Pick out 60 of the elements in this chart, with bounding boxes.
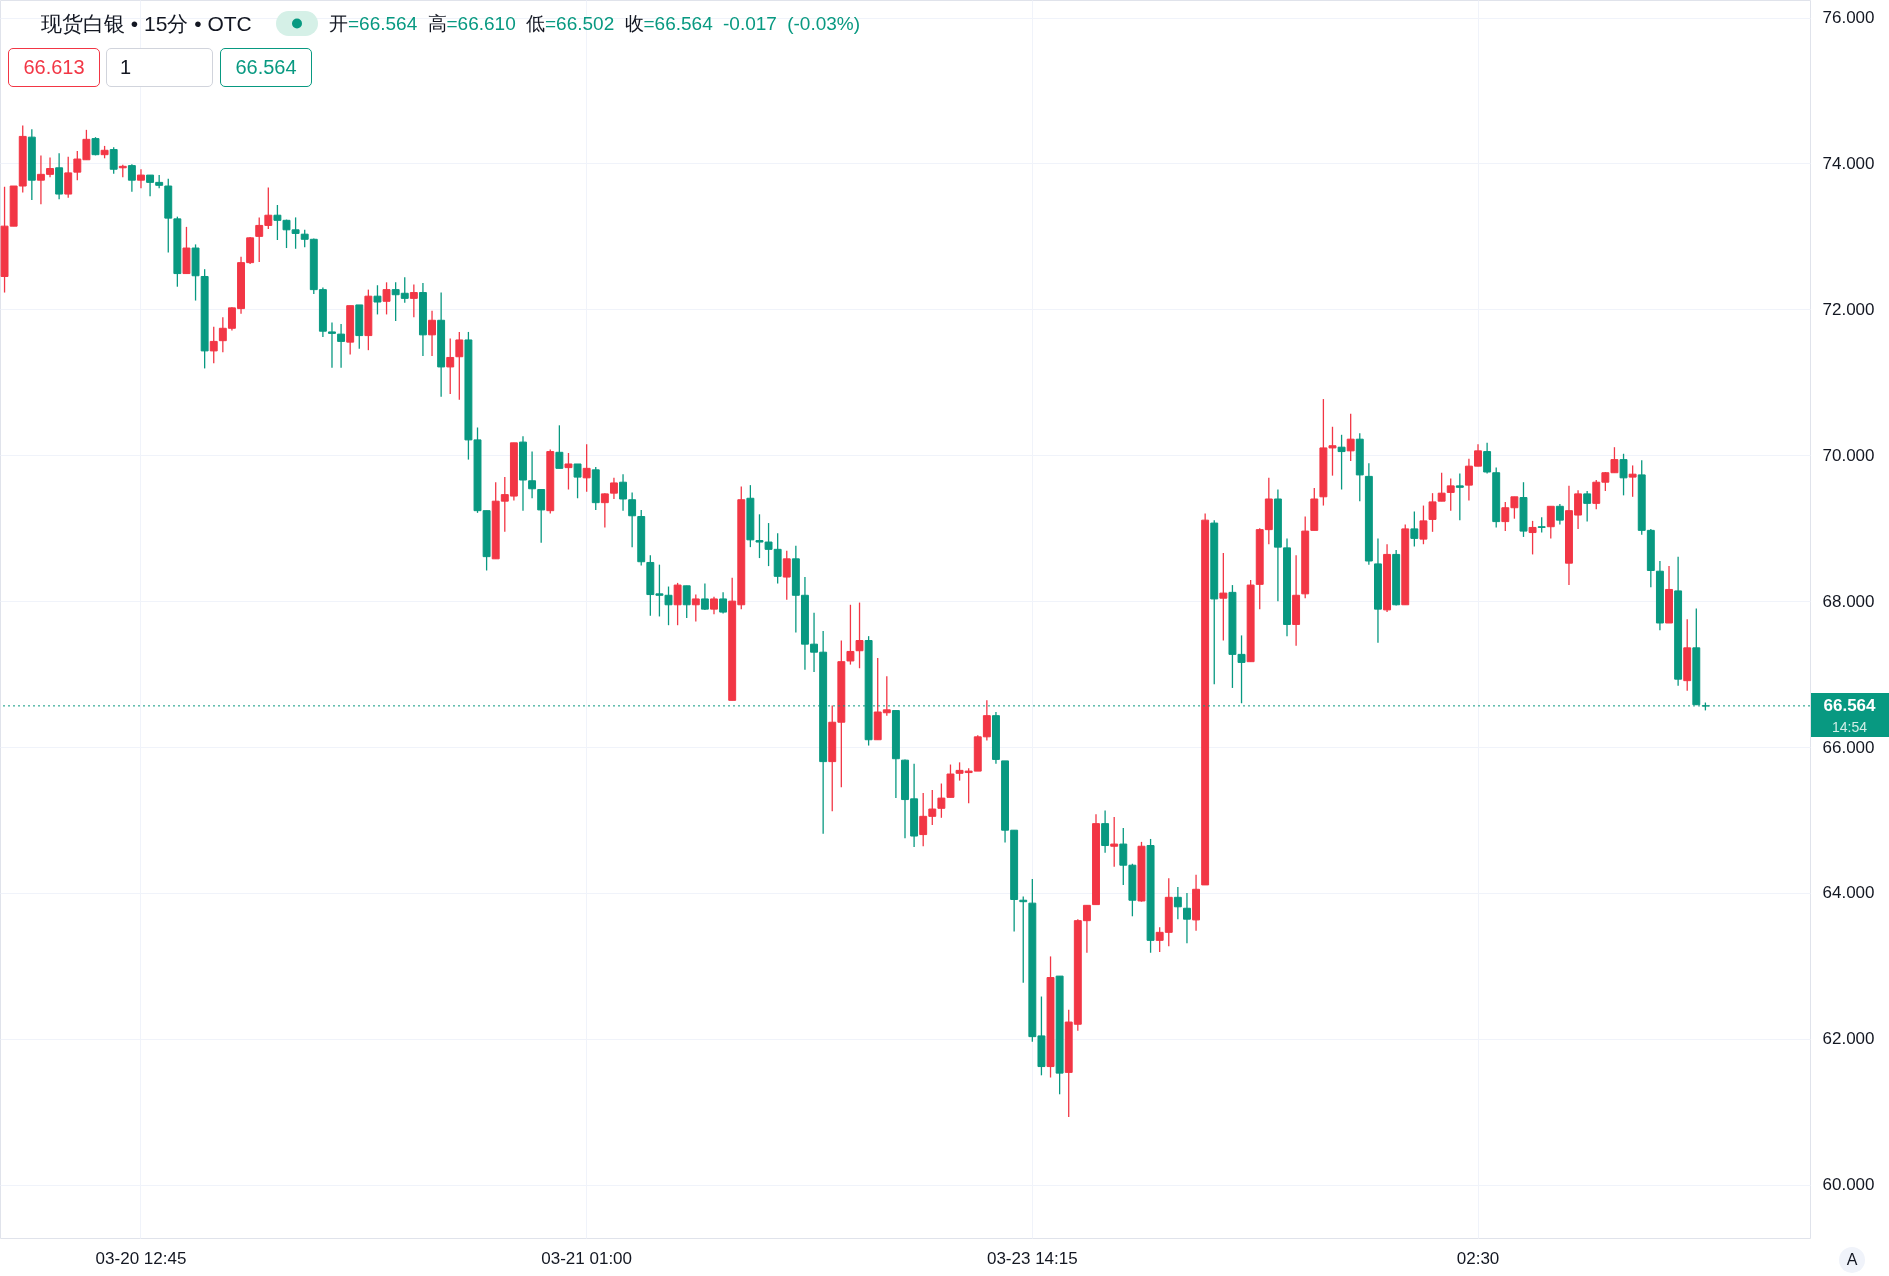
candlestick: [573, 463, 582, 499]
y-tick-label: 66.000: [1822, 737, 1875, 757]
candlestick: [1546, 505, 1555, 540]
input-field: 1: [106, 48, 213, 87]
candlestick: [682, 585, 691, 619]
candlestick: [109, 146, 118, 175]
candlestick: [127, 163, 136, 193]
candlestick: [537, 488, 546, 544]
candlestick: [1555, 503, 1564, 526]
y-tick-label: 62.000: [1822, 1029, 1875, 1049]
text: 开=66.564 高=66.610 低=66.502 收=66.564 -0.017 (-0.03%): [329, 13, 861, 34]
y-tick-label: 70.000: [1822, 445, 1875, 465]
y-tick-label: 64.000: [1822, 883, 1875, 903]
candlestick: [1101, 809, 1110, 854]
candlestick: [782, 550, 791, 601]
text: A: [1839, 1247, 1865, 1273]
candlestick: [1183, 892, 1191, 944]
candlestick: [555, 424, 564, 469]
candlestick: [1410, 510, 1419, 548]
x-tick-label: 03-21 01:00: [541, 1248, 633, 1268]
candlestick: [409, 283, 418, 318]
candlestick: [137, 168, 145, 189]
candlestick: [1446, 477, 1455, 512]
ref-line-label: 66.564: [1823, 695, 1877, 715]
candlestick: [1619, 453, 1628, 496]
candlestick: [691, 593, 700, 623]
candlestick: [209, 326, 218, 364]
candlestick: [855, 601, 864, 669]
candlestick: [1628, 464, 1637, 498]
x-tick-label: 03-20 12:45: [95, 1248, 187, 1268]
y-tick-label: 72.000: [1822, 299, 1875, 319]
x-tick-label: 03-23 14:15: [986, 1248, 1078, 1268]
candlestick: [1337, 434, 1346, 491]
candlestick: [1583, 490, 1592, 523]
candlestick: [673, 582, 682, 626]
candlestick: [1455, 472, 1464, 521]
y-tick-label: 68.000: [1822, 591, 1875, 611]
y-tick-label: 76.000: [1822, 8, 1875, 28]
y-tick-label: 74.000: [1822, 153, 1875, 173]
candlestick: [582, 443, 591, 493]
candlestick: [564, 452, 573, 491]
x-tick-label: 02:30: [1456, 1248, 1500, 1268]
candlestick: [1346, 412, 1355, 462]
candlestick: [700, 582, 709, 611]
candlestick: [1173, 886, 1182, 920]
candlestick: [428, 310, 436, 357]
y-tick-label: 60.000: [1822, 1175, 1875, 1195]
candlestick: [719, 591, 728, 615]
candlestick: [382, 281, 391, 316]
candlestick: [1110, 816, 1119, 868]
candlestick: [1419, 504, 1428, 545]
text: 现货白银 • 15分 • OTC: [41, 11, 252, 37]
annotation: 66.613: [8, 48, 100, 87]
candlestick: [373, 284, 382, 316]
text: 14:54: [1831, 718, 1868, 735]
candlestick: [446, 337, 455, 395]
candlestick: [455, 331, 464, 401]
candlestick: [1528, 520, 1537, 556]
candlestick: [1219, 552, 1228, 642]
annotation: 66.564: [220, 48, 312, 87]
